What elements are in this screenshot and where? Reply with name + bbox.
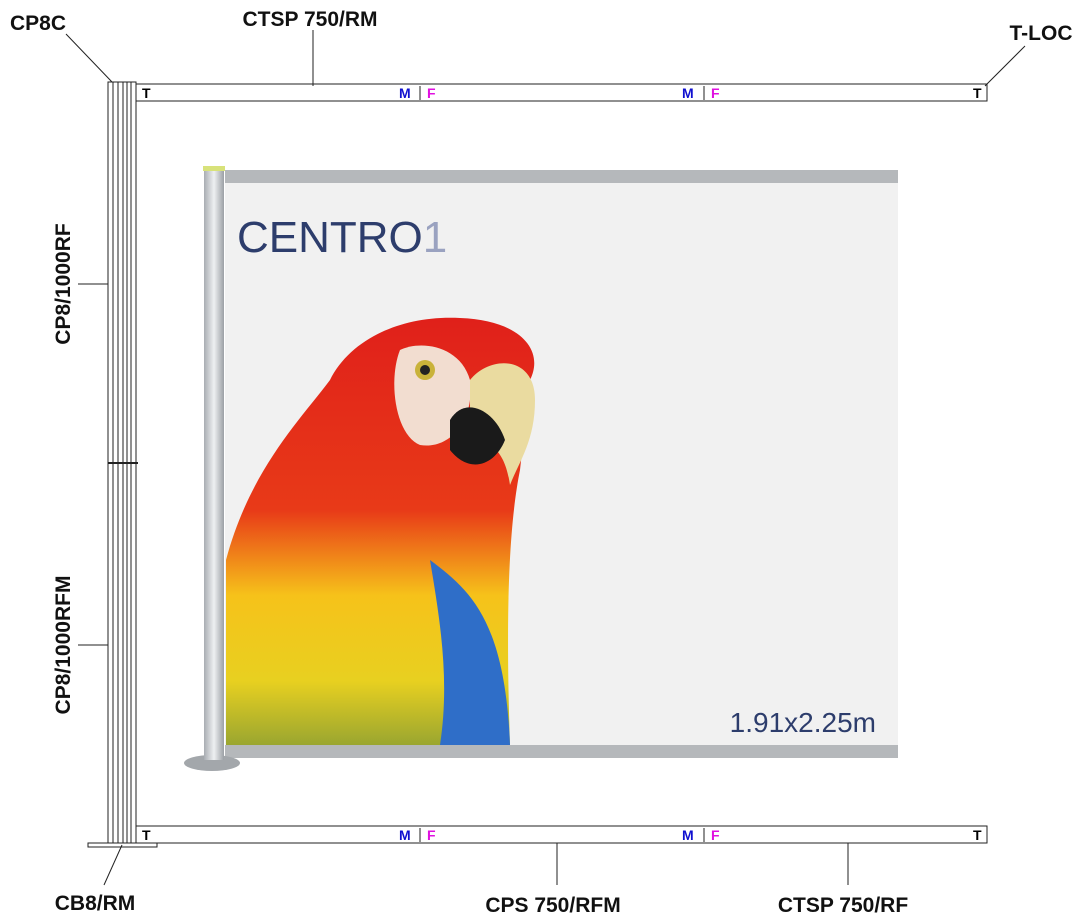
part-label: CTSP 750/RM <box>243 8 378 31</box>
end-marker: T <box>973 85 982 101</box>
part-label: CB8/RM <box>55 892 136 915</box>
part-label: CTSP 750/RF <box>778 894 908 917</box>
end-marker: T <box>142 827 151 843</box>
joint-female: F <box>427 827 436 843</box>
joint-male: M <box>399 827 411 843</box>
end-marker: T <box>973 827 982 843</box>
banner-top-rail <box>225 170 898 183</box>
top-beam: T T M F M F <box>136 84 987 101</box>
part-label: CP8/1000RFM <box>52 576 75 715</box>
pole-cap <box>203 166 225 171</box>
part-label: CPS 750/RFM <box>485 894 620 917</box>
brand: CENTRO1 <box>237 213 447 262</box>
end-marker: T <box>142 85 151 101</box>
banner-pole <box>204 168 224 760</box>
joint-female: F <box>427 85 436 101</box>
joint-female: F <box>711 85 720 101</box>
post <box>88 82 157 847</box>
part-label: T-LOC <box>1010 22 1073 45</box>
banner-bottom-rail <box>225 745 898 758</box>
part-label: CP8/1000RF <box>52 223 75 345</box>
joint-male: M <box>682 827 694 843</box>
joint-male: M <box>682 85 694 101</box>
part-label: CP8C <box>10 12 66 35</box>
banner-size: 1.91x2.25m <box>730 707 876 738</box>
diagram: CENTRO1 1.91x2.25m T T M F M F T T M F M… <box>0 0 1077 919</box>
bottom-beam: T T M F M F <box>136 826 987 843</box>
joint-female: F <box>711 827 720 843</box>
post-base <box>88 843 157 847</box>
joint-male: M <box>399 85 411 101</box>
banner: CENTRO1 1.91x2.25m <box>184 166 898 771</box>
